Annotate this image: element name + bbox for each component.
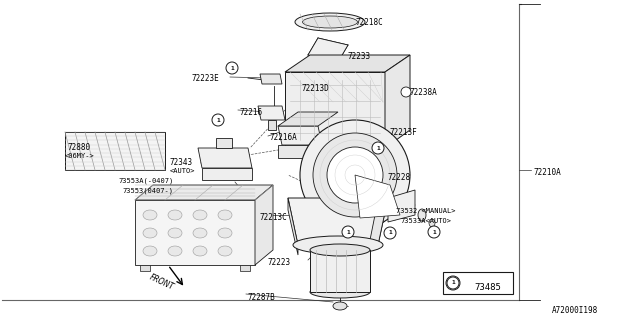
Ellipse shape xyxy=(295,13,365,31)
Text: 72228: 72228 xyxy=(388,173,411,182)
Text: 72233: 72233 xyxy=(348,52,371,61)
Polygon shape xyxy=(278,126,322,145)
Text: 72216A: 72216A xyxy=(270,133,298,142)
Ellipse shape xyxy=(218,210,232,220)
Circle shape xyxy=(212,114,224,126)
Polygon shape xyxy=(258,106,285,120)
Text: 1: 1 xyxy=(230,66,234,70)
Text: 73553(0407-): 73553(0407-) xyxy=(122,187,173,194)
Circle shape xyxy=(342,226,354,238)
Ellipse shape xyxy=(310,286,370,298)
Text: 73553A(-0407): 73553A(-0407) xyxy=(118,177,173,183)
Polygon shape xyxy=(388,190,415,222)
Text: 73532 <MANUAL>: 73532 <MANUAL> xyxy=(396,208,456,214)
Polygon shape xyxy=(135,200,255,265)
Ellipse shape xyxy=(193,228,207,238)
Text: 1: 1 xyxy=(451,280,456,286)
Text: 72213C: 72213C xyxy=(260,213,288,222)
Ellipse shape xyxy=(429,219,435,227)
Ellipse shape xyxy=(143,246,157,256)
Circle shape xyxy=(313,133,397,217)
Bar xyxy=(240,265,250,271)
Polygon shape xyxy=(285,72,385,148)
Text: A72000I198: A72000I198 xyxy=(552,306,598,315)
Bar xyxy=(443,272,513,294)
Text: <AUTO>: <AUTO> xyxy=(170,168,195,174)
Polygon shape xyxy=(278,112,338,126)
Bar xyxy=(65,132,165,170)
Ellipse shape xyxy=(143,228,157,238)
Ellipse shape xyxy=(168,228,182,238)
Polygon shape xyxy=(288,198,298,255)
Text: 1: 1 xyxy=(432,229,436,235)
Text: 1: 1 xyxy=(376,146,380,150)
Ellipse shape xyxy=(333,302,347,310)
Circle shape xyxy=(226,62,238,74)
Text: 72223: 72223 xyxy=(268,258,291,267)
Polygon shape xyxy=(202,168,252,180)
Text: 72210A: 72210A xyxy=(533,168,561,177)
Circle shape xyxy=(372,142,384,154)
Ellipse shape xyxy=(168,210,182,220)
Polygon shape xyxy=(135,185,273,200)
Text: 72223E: 72223E xyxy=(192,74,220,83)
Text: 73485: 73485 xyxy=(474,283,501,292)
Bar xyxy=(140,265,150,271)
Text: 72216: 72216 xyxy=(240,108,263,117)
Polygon shape xyxy=(368,198,388,250)
Polygon shape xyxy=(255,185,273,265)
Circle shape xyxy=(327,147,383,203)
Polygon shape xyxy=(268,120,276,130)
Circle shape xyxy=(447,277,459,289)
Ellipse shape xyxy=(193,210,207,220)
Circle shape xyxy=(384,227,396,239)
Ellipse shape xyxy=(193,246,207,256)
Ellipse shape xyxy=(218,246,232,256)
Text: 72218C: 72218C xyxy=(355,18,383,27)
Circle shape xyxy=(401,87,411,97)
Text: 72343: 72343 xyxy=(170,158,193,167)
Ellipse shape xyxy=(418,209,426,221)
Polygon shape xyxy=(278,145,322,158)
Bar xyxy=(310,250,370,292)
Text: 72287B: 72287B xyxy=(248,293,276,302)
Circle shape xyxy=(428,226,440,238)
Text: FRONT: FRONT xyxy=(148,272,175,292)
Ellipse shape xyxy=(168,246,182,256)
Polygon shape xyxy=(260,74,282,84)
Text: 1: 1 xyxy=(346,229,350,235)
Text: 72238A: 72238A xyxy=(410,88,438,97)
Text: 1: 1 xyxy=(451,281,455,285)
Polygon shape xyxy=(288,198,388,245)
Ellipse shape xyxy=(310,244,370,256)
Text: 72213F: 72213F xyxy=(390,128,418,137)
Ellipse shape xyxy=(293,236,383,254)
Polygon shape xyxy=(355,175,400,218)
Ellipse shape xyxy=(143,210,157,220)
Text: 72880: 72880 xyxy=(68,143,91,152)
Text: 72213D: 72213D xyxy=(302,84,330,93)
Polygon shape xyxy=(285,55,410,72)
Circle shape xyxy=(446,276,460,290)
Ellipse shape xyxy=(218,228,232,238)
Polygon shape xyxy=(216,138,232,148)
Ellipse shape xyxy=(303,16,358,28)
Text: 73533A<AUTO>: 73533A<AUTO> xyxy=(400,218,451,224)
Text: 1: 1 xyxy=(388,230,392,236)
Polygon shape xyxy=(385,55,410,148)
Polygon shape xyxy=(198,148,252,168)
Text: <06MY->: <06MY-> xyxy=(65,153,95,159)
Text: 1: 1 xyxy=(216,117,220,123)
Circle shape xyxy=(300,120,410,230)
Polygon shape xyxy=(308,38,348,62)
